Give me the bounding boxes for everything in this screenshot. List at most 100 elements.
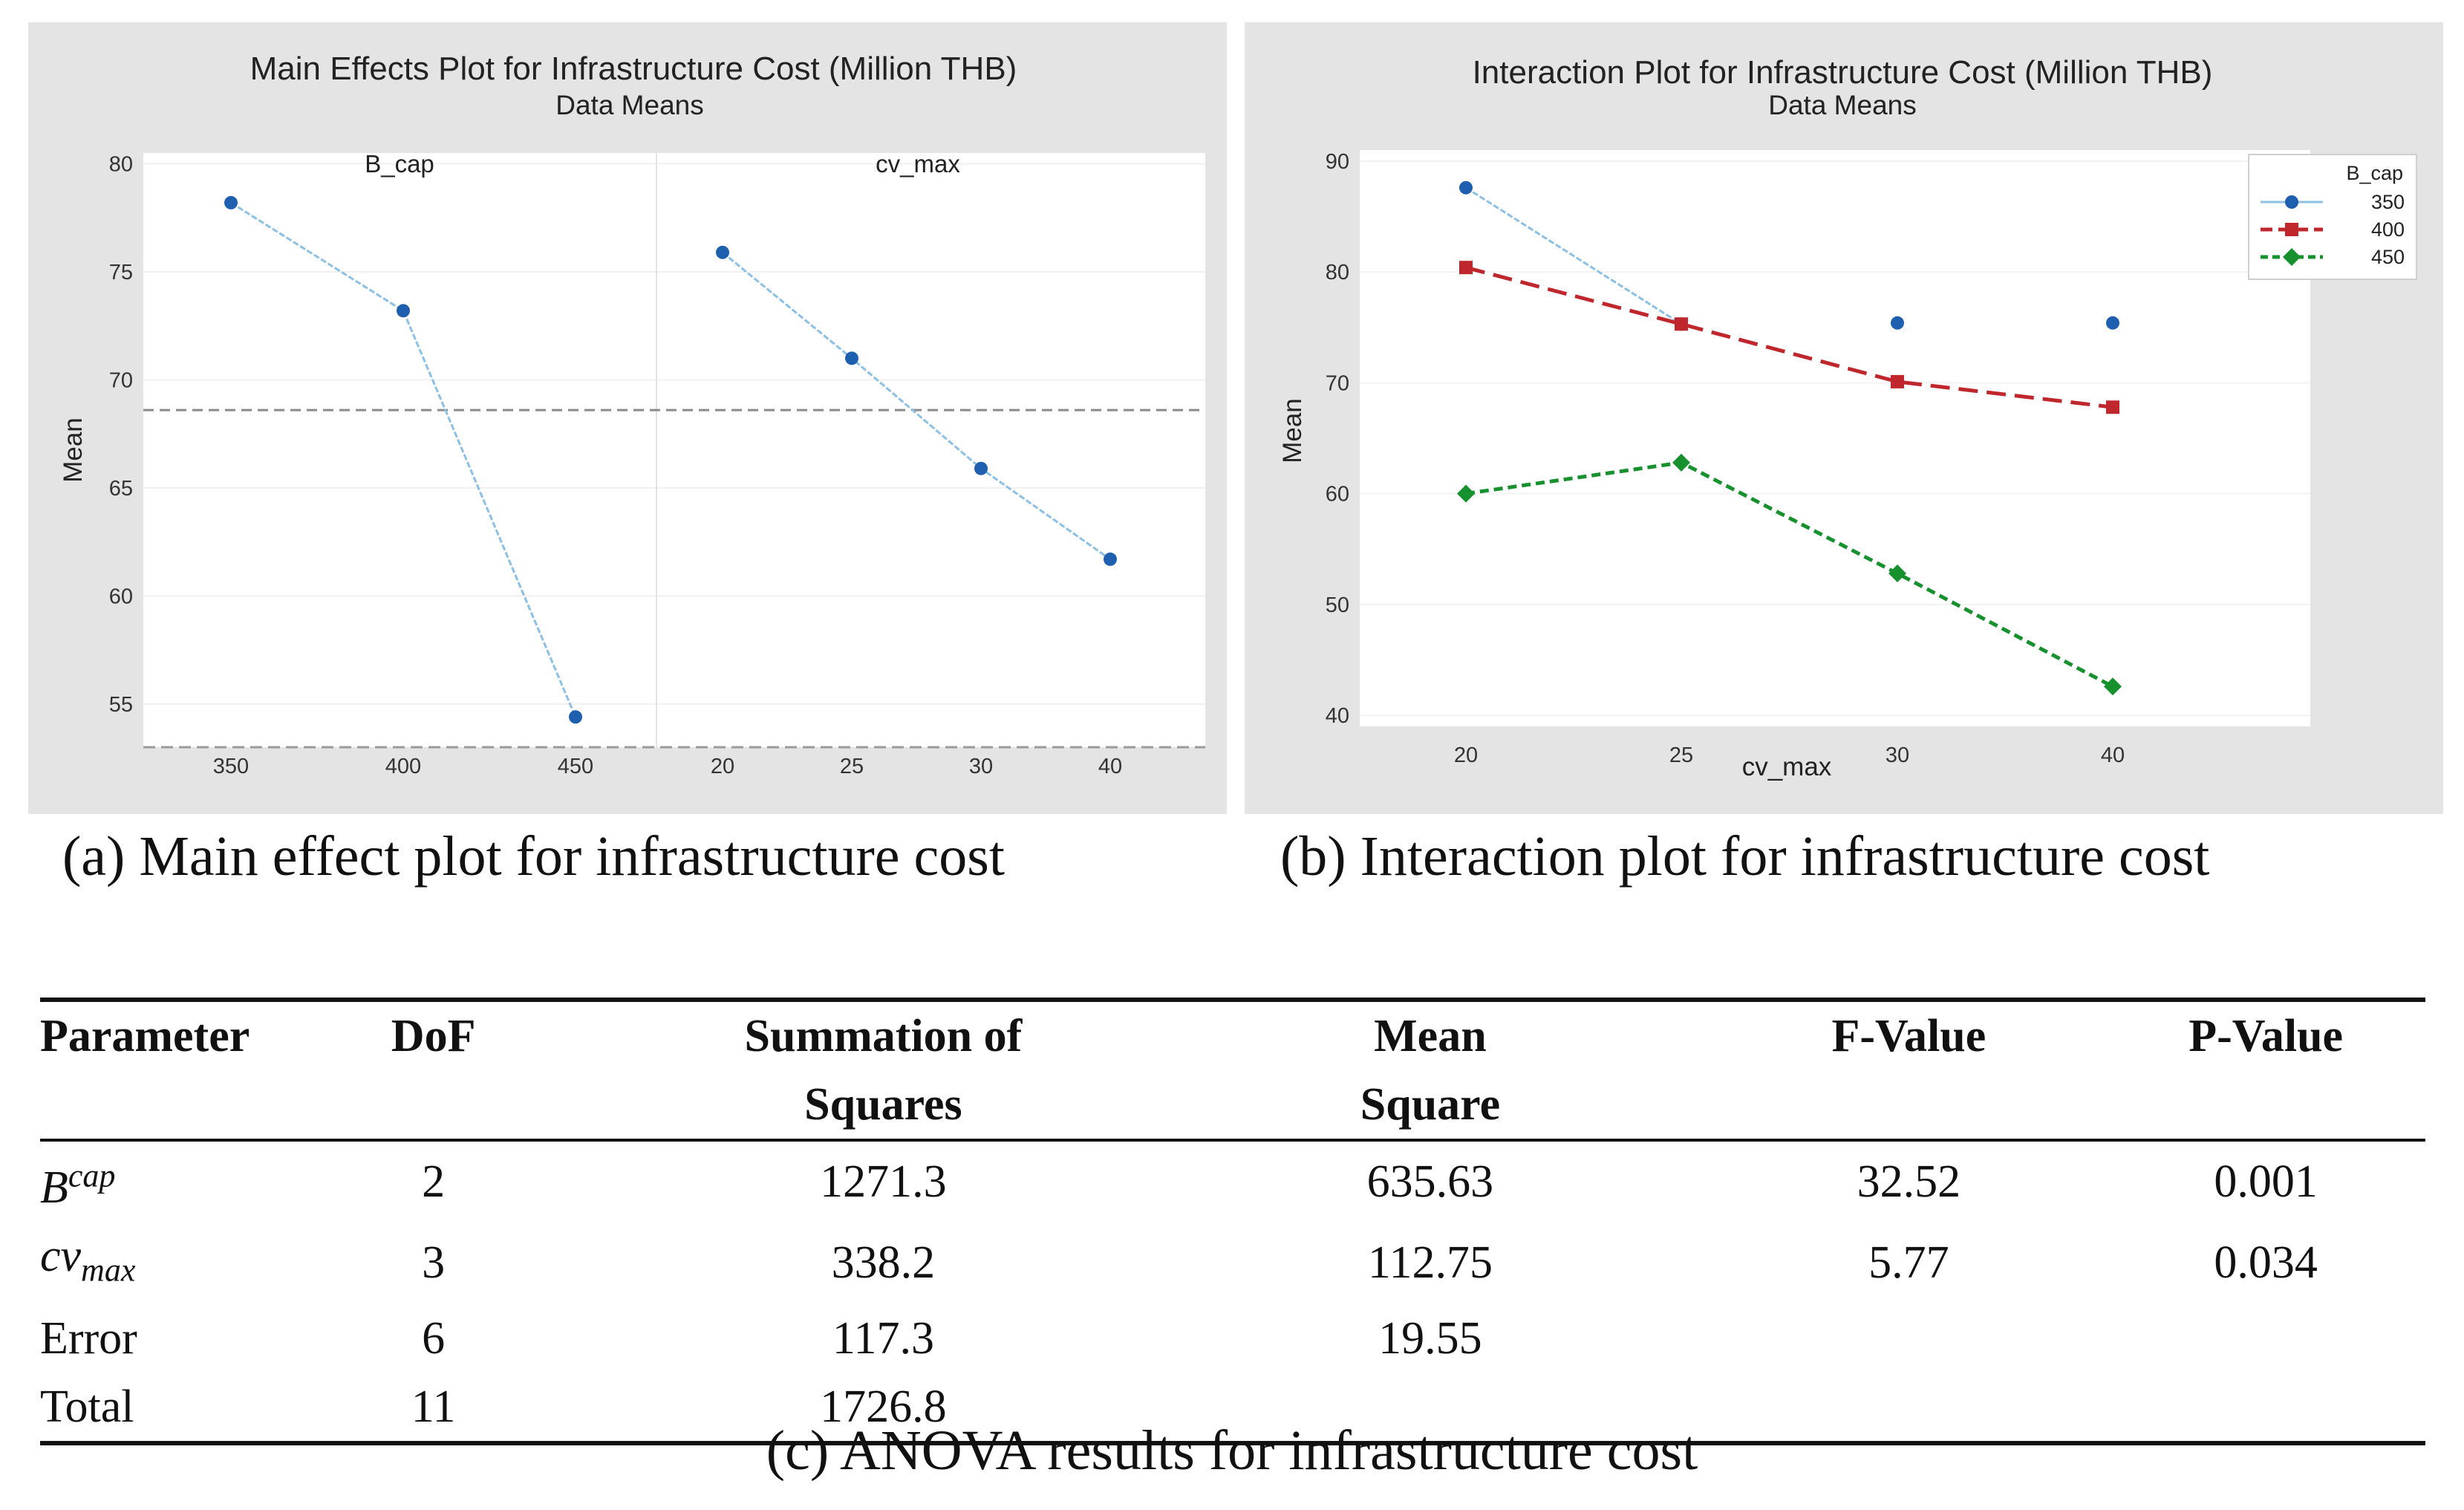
data-point [397, 304, 410, 318]
y-tick-label: 50 [1326, 593, 1349, 617]
data-point [974, 461, 988, 475]
interaction-subtitle: Data Means [1768, 90, 1917, 120]
row-dof: 6 [359, 1304, 618, 1373]
legend-label-400: 400 [2371, 218, 2405, 241]
table-row: cvmax 3 338.2 112.75 5.77 0.034 [40, 1222, 2425, 1304]
row-ss: 338.2 [831, 1237, 936, 1289]
interaction-plot-area [1360, 150, 2310, 726]
main-effects-panel: Main Effects Plot for Infrastructure Cos… [28, 22, 1227, 814]
interaction-y-label: Mean [1278, 398, 1307, 463]
row-ms: 635.63 [1366, 1156, 1494, 1207]
legend-marker-400 [2285, 223, 2298, 236]
table-row: Total 11 1726.8 [40, 1373, 2425, 1444]
row-f: 5.77 [1868, 1237, 1949, 1289]
data-point [1891, 374, 1904, 388]
row-dof: 2 [359, 1140, 618, 1222]
panel-title-cv-max: cv_max [876, 150, 960, 178]
x-tick-label: 40 [1098, 755, 1122, 778]
param-sub: max [81, 1252, 136, 1289]
interaction-panel: Interaction Plot for Infrastructure Cost… [1245, 22, 2443, 814]
header-dof-text: DoF [391, 1011, 476, 1061]
header-f: F-Value [1831, 1011, 1986, 1061]
data-point [1459, 180, 1473, 195]
x-tick-label: 40 [2101, 743, 2125, 767]
row-dof-value: 2 [422, 1156, 446, 1207]
main-effects-y-label: Mean [59, 417, 88, 483]
data-point [1891, 316, 1904, 330]
x-tick-label: 20 [711, 755, 734, 778]
series-line-cv-max [722, 251, 1111, 561]
anova-table: Parameter DoF Summation of Squares Mean Sq… [40, 998, 2425, 1445]
anova-header-row: Parameter DoF Summation of Squares Mean Sq… [40, 1000, 2425, 1140]
data-point [1672, 453, 1690, 472]
row-ss: 117.3 [832, 1313, 935, 1364]
x-tick-label: 25 [1669, 743, 1693, 767]
interaction-x-label: cv_max [1742, 752, 1832, 781]
x-tick-label: 400 [385, 755, 421, 778]
row-p: 0.001 [2214, 1156, 2318, 1207]
x-tick-label: 25 [840, 755, 864, 778]
y-tick-label: 55 [109, 693, 133, 717]
y-tick-label: 90 [1326, 150, 1349, 174]
series-line-350 [1465, 186, 1682, 325]
row-f: 32.52 [1857, 1156, 1961, 1207]
row-dof-value: 11 [411, 1382, 456, 1433]
row-ss: 1271.3 [820, 1156, 947, 1207]
legend-marker-350 [2285, 195, 2298, 209]
header-dof: DoF [359, 1000, 618, 1140]
main-effects-plot-area [143, 153, 1205, 747]
series-line-B-cap [230, 201, 577, 717]
series-line-400 [1465, 265, 2113, 409]
data-point [569, 710, 582, 724]
main-effects-title: Main Effects Plot for Infrastructure Cos… [250, 51, 1017, 87]
row-parameter: Error [40, 1313, 137, 1364]
table-row: Bcap 2 1271.3 635.63 32.52 0.001 [40, 1140, 2425, 1222]
header-p: P-Value [2188, 1011, 2344, 1061]
data-point [1459, 261, 1473, 275]
data-point [224, 195, 238, 209]
data-point [1888, 564, 1906, 583]
y-tick-label: 75 [109, 261, 133, 284]
data-point [2106, 400, 2119, 414]
row-ms: 19.55 [1378, 1313, 1482, 1364]
row-dof-value: 6 [422, 1313, 446, 1364]
y-tick-label: 40 [1326, 704, 1349, 728]
y-tick-label: 60 [1326, 483, 1349, 507]
row-ms: 112.75 [1367, 1237, 1493, 1289]
data-point [1675, 317, 1688, 331]
param-base: cv [40, 1230, 82, 1281]
row-parameter: Bcap [40, 1140, 359, 1222]
panel-title-B-cap: B_cap [365, 150, 434, 178]
x-tick-label: 350 [213, 755, 249, 778]
row-dof-value: 3 [422, 1237, 446, 1289]
main-effects-chart: Main Effects Plot for Infrastructure Cos… [59, 51, 1205, 778]
caption-main-effects: (a) Main effect plot for infrastructure … [62, 825, 1005, 888]
y-tick-label: 70 [109, 368, 133, 392]
header-ss: Summation of Squares [617, 1000, 1149, 1140]
row-parameter: cvmax [40, 1222, 359, 1304]
y-tick-label: 80 [109, 153, 133, 177]
y-tick-label: 60 [109, 585, 133, 608]
data-point [1104, 552, 1117, 566]
table-row: Error 6 117.3 19.55 [40, 1304, 2425, 1373]
y-tick-label: 70 [1326, 371, 1349, 395]
param-sup: cap [68, 1157, 116, 1194]
legend-marker-450 [2283, 248, 2301, 266]
data-point [2106, 316, 2119, 330]
caption-anova: (c) ANOVA results for infrastructure cos… [766, 1419, 1698, 1482]
header-ms-line1: Mean [1374, 1011, 1487, 1061]
header-parameter: Parameter [40, 1011, 250, 1061]
legend-label-450: 450 [2371, 246, 2405, 268]
header-ms: Mean Square [1149, 1000, 1711, 1140]
row-ss: 1726.8 [820, 1382, 947, 1433]
row-p [2106, 1304, 2425, 1373]
row-p: 0.034 [2214, 1237, 2318, 1289]
row-dof: 3 [359, 1222, 618, 1304]
series-line-450 [1465, 461, 2114, 689]
caption-interaction: (b) Interaction plot for infrastructure … [1280, 825, 2210, 888]
x-tick-label: 450 [558, 755, 593, 778]
x-tick-label: 30 [1886, 743, 1909, 767]
row-parameter: Total [40, 1382, 134, 1433]
row-f [1711, 1304, 2106, 1373]
header-ss-line1: Summation of [744, 1011, 1023, 1061]
